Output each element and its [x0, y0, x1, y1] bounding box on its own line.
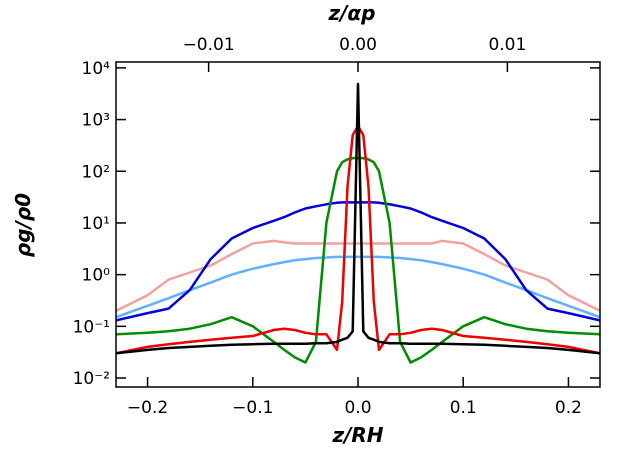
x2-axis-label: z/αp [327, 1, 375, 25]
data-line [116, 156, 600, 364]
y-tick-label: 10⁻¹ [73, 317, 110, 337]
data-line [116, 201, 600, 322]
x-tick-label: 0.2 [555, 398, 582, 418]
x-tick-label: 0.0 [344, 398, 371, 418]
x2-tick-label: 0.01 [488, 35, 526, 55]
y-tick-label: 10³ [82, 111, 110, 131]
x-tick-label: −0.1 [232, 398, 273, 418]
data-line [116, 239, 600, 312]
x-tick-label: 0.1 [450, 398, 477, 418]
y-tick-label: 10² [82, 162, 110, 182]
x-axis-label: z/RH [331, 423, 383, 447]
data-line [116, 82, 600, 355]
data-line [116, 124, 600, 355]
y-tick-label: 10¹ [82, 214, 110, 234]
y-tick-label: 10⁴ [82, 59, 111, 79]
x-tick-label: −0.2 [127, 398, 168, 418]
x2-tick-label: 0.00 [339, 35, 377, 55]
data-line [116, 255, 600, 319]
y-tick-label: 10⁰ [82, 266, 111, 286]
y-tick-label: 10⁻² [73, 369, 110, 389]
y-axis-label: ρg/ρ0 [11, 193, 35, 257]
x2-tick-label: −0.01 [183, 35, 235, 55]
plot-frame [115, 61, 601, 388]
